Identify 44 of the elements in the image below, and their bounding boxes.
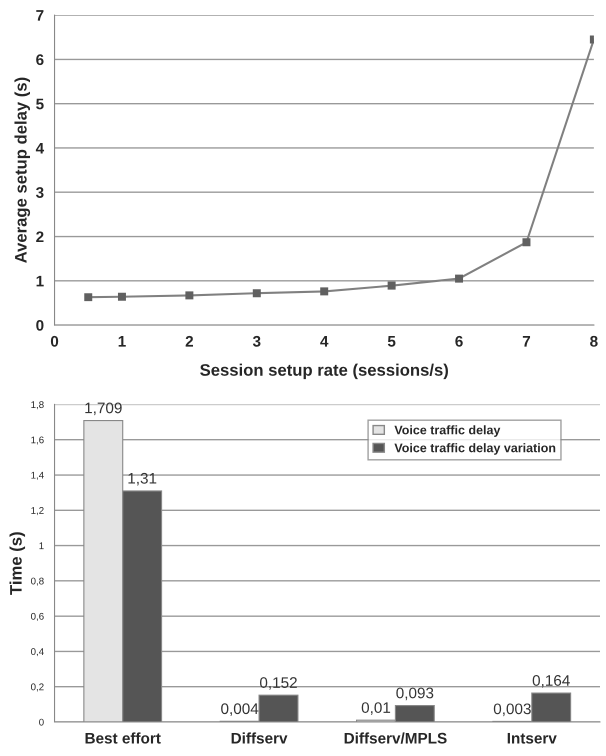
legend-label: Voice traffic delay variation — [394, 443, 556, 455]
data-label: 1,709 — [85, 402, 122, 416]
y-tick-label: 1,2 — [31, 507, 44, 516]
data-label: 0,152 — [260, 677, 297, 690]
y-tick-label: 6 — [36, 54, 44, 66]
y-tick-label: 0,6 — [30, 612, 44, 621]
x-tick-label: 6 — [455, 336, 463, 347]
legend-label: Voice traffic delay — [394, 425, 500, 437]
x-tick-label: Best effort — [86, 732, 161, 744]
data-label: 0,164 — [532, 675, 570, 688]
data-label: 1,31 — [128, 472, 156, 486]
y-tick-label: 0,4 — [30, 648, 44, 656]
y-tick-label: 1 — [36, 276, 44, 286]
x-tick-label: Intserv — [508, 732, 557, 744]
x-axis-title: Session setup rate (sessions/s) — [200, 364, 448, 380]
y-tick-label: 1,8 — [31, 401, 44, 410]
data-label: 0,093 — [396, 688, 434, 700]
data-label: 0,01 — [362, 702, 390, 715]
y-tick-label: 0 — [39, 718, 44, 726]
y-tick-label: 0 — [36, 320, 44, 331]
y-tick-label: 1,4 — [31, 472, 44, 480]
x-tick-label: 4 — [320, 336, 328, 347]
y-tick-label: 4 — [36, 142, 44, 154]
y-axis-title: Time (s) — [10, 532, 26, 595]
x-tick-label: Diffserv/MPLS — [344, 732, 447, 744]
x-tick-label: 0 — [50, 336, 58, 347]
y-tick-label: 3 — [36, 187, 44, 198]
y-axis-title: Average setup delay (s) — [14, 78, 30, 263]
x-tick-label: 2 — [186, 336, 194, 347]
y-tick-label: 1 — [39, 542, 44, 550]
y-tick-label: 5 — [36, 98, 44, 110]
x-tick-label: 7 — [522, 336, 530, 347]
y-tick-label: 7 — [36, 10, 44, 21]
y-tick-label: 0,2 — [30, 683, 44, 692]
y-tick-label: 1,6 — [31, 436, 44, 445]
y-tick-label: 0,8 — [30, 578, 44, 586]
x-tick-label: 3 — [252, 336, 260, 347]
x-tick-label: 5 — [388, 336, 396, 347]
x-tick-label: 1 — [118, 336, 126, 347]
y-tick-label: 2 — [36, 231, 44, 242]
data-label: 0,004 — [221, 703, 258, 716]
x-tick-label: 8 — [590, 336, 598, 347]
x-tick-label: Diffserv — [232, 732, 288, 744]
data-label: 0,003 — [494, 703, 531, 716]
